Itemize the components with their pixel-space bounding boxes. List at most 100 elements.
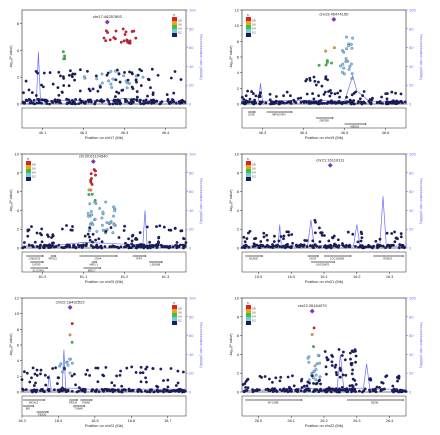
gene-label: RPS21 [49, 257, 58, 261]
snp-point [305, 388, 309, 392]
lead-snp-marker [104, 19, 110, 25]
snp-point [244, 94, 248, 98]
snp-point [381, 244, 385, 248]
snp-point [361, 94, 365, 97]
snp-point [324, 372, 328, 376]
y2-tick-label: 0 [189, 390, 192, 395]
r2-legend-swatch [172, 309, 177, 313]
snp-point [381, 101, 384, 105]
snp-point [28, 380, 32, 384]
snp-point [39, 372, 42, 376]
y-tick-label: 12 [235, 8, 240, 13]
snp-point [41, 389, 45, 393]
snp-point [89, 244, 93, 247]
snp-point [84, 243, 88, 247]
x-tick-label: 46.2 [80, 131, 87, 135]
snp-point [274, 99, 278, 103]
snp-point [131, 100, 135, 104]
snp-point [47, 387, 51, 391]
snp-point [326, 358, 330, 361]
snp-point [56, 376, 60, 380]
snp-point [123, 245, 127, 248]
snp-point [307, 378, 311, 382]
y2-tick-label: 60 [189, 45, 194, 50]
snp-point [113, 245, 117, 249]
snp-point [141, 371, 145, 375]
snp-point [253, 237, 256, 241]
snp-point [67, 73, 71, 77]
r2-legend-label: 0.6 [32, 167, 36, 171]
snp-point [378, 385, 381, 389]
snp-point [142, 102, 146, 106]
x-tick-label: 26.0 [255, 419, 262, 423]
snp-point [134, 236, 138, 240]
snp-point [95, 230, 99, 233]
snp-point [30, 376, 33, 380]
snp-point [142, 99, 146, 103]
snp-point [73, 72, 77, 76]
snp-point [119, 101, 122, 105]
snp-point [152, 390, 156, 394]
snp-point [167, 228, 171, 232]
snp-point [62, 75, 65, 79]
snp-point [314, 83, 318, 87]
y2-tick-label: 60 [409, 333, 414, 338]
snp-point [177, 100, 181, 103]
snp-point [341, 62, 345, 66]
snp-point [50, 99, 54, 103]
y-tick-label: 8 [17, 327, 20, 332]
snp-points [20, 322, 187, 394]
snp-point [20, 378, 24, 381]
snp-point [166, 378, 170, 382]
snp-point [144, 380, 148, 384]
snp-point [145, 101, 149, 104]
snp-point [313, 79, 317, 83]
snp-point [340, 354, 344, 357]
snp-point [166, 97, 170, 101]
y-tick-label: 8 [237, 170, 240, 175]
r2-legend-label: 0.4 [252, 171, 256, 175]
snp-point [354, 354, 358, 358]
x-tick-label: 26.3 [353, 419, 360, 423]
snp-point [287, 230, 290, 234]
y-tick-label: 0 [17, 246, 20, 251]
snp-point [86, 214, 90, 218]
snp-point [275, 95, 278, 98]
snp-point [242, 235, 246, 239]
y-tick-label: 10 [15, 311, 20, 316]
snp-point [356, 101, 360, 105]
y-tick-label: 4 [237, 70, 240, 75]
snp-point [115, 68, 119, 72]
r2-legend-label: 0.4 [32, 171, 36, 175]
snp-point [100, 100, 104, 104]
snp-point [329, 91, 333, 95]
recombination-line [242, 354, 406, 391]
snp-point [102, 374, 106, 378]
snp-point [62, 84, 66, 87]
snp-point [349, 43, 353, 46]
snp-point [145, 390, 149, 394]
snp-point [118, 373, 122, 377]
snp-point [171, 245, 175, 249]
y2-axis-label: Recombination rate (cM/Mb) [419, 178, 423, 223]
snp-point [107, 388, 111, 392]
snp-point [70, 98, 74, 102]
snp-point [112, 214, 115, 218]
snp-point [65, 102, 69, 106]
snp-point [352, 91, 356, 95]
snp-point [329, 245, 333, 249]
snp-point [285, 90, 289, 94]
snp-point [106, 71, 110, 75]
snp-point [336, 91, 340, 95]
snp-point [291, 241, 294, 245]
gene-label: TUBA8 [74, 407, 83, 411]
snp-point [280, 245, 284, 249]
snp-point [168, 390, 172, 393]
snp-point [94, 390, 98, 393]
snp-point [152, 98, 156, 102]
snp-point [78, 89, 82, 93]
snp-point [247, 231, 250, 235]
snp-point [333, 92, 337, 96]
snp-point [91, 388, 94, 391]
